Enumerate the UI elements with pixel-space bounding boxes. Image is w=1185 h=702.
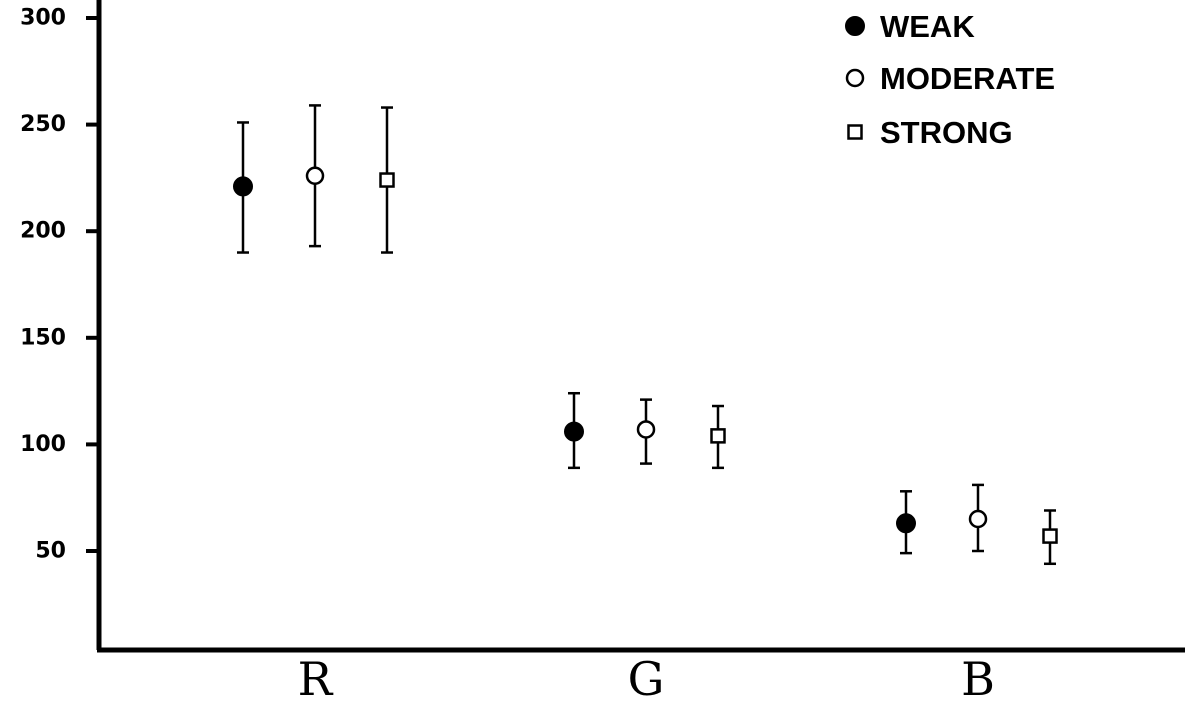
data-point-strong: [379, 172, 395, 188]
legend: WEAK MODERATE STRONG: [845, 9, 1055, 150]
y-tick-label: 50: [35, 539, 66, 564]
data-point-moderate: [305, 166, 325, 186]
data-point-moderate: [968, 509, 988, 529]
legend-label: STRONG: [880, 115, 1013, 150]
x-category-label: G: [628, 652, 665, 702]
data-point-strong: [710, 428, 726, 444]
x-category-label: R: [298, 652, 334, 702]
y-tick-label: 250: [20, 112, 66, 137]
data-point-moderate: [845, 68, 865, 88]
x-category-label: B: [961, 652, 995, 702]
y-tick-label: 150: [20, 325, 66, 350]
y-ticks: 50 100 150 200 250 300: [20, 6, 99, 564]
legend-label: MODERATE: [880, 61, 1055, 96]
data-point-strong: [847, 124, 863, 140]
data-point-weak: [896, 513, 916, 534]
data-point-strong: [1042, 528, 1058, 544]
data-point-weak: [233, 176, 253, 197]
axes: [96, 0, 1185, 653]
data-point-weak: [845, 16, 865, 36]
y-tick-label: 100: [20, 432, 66, 457]
legend-label: WEAK: [880, 9, 975, 44]
y-tick-label: 200: [20, 219, 66, 244]
data-point-weak: [564, 421, 584, 442]
y-tick-label: 300: [20, 6, 66, 31]
data-point-moderate: [636, 420, 656, 439]
data-marks: [233, 104, 1058, 566]
